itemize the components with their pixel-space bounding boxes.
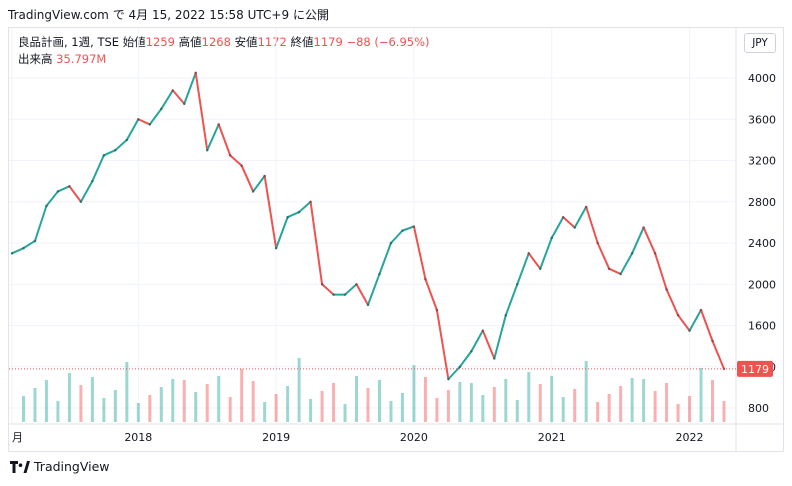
low-label: 安値 (234, 35, 258, 49)
chart-panel (8, 27, 784, 452)
publish-suffix: に公開 (292, 8, 329, 22)
open-label: 始値 (122, 35, 146, 49)
high-value: 1268 (201, 35, 231, 49)
volume-value: 35.797M (56, 52, 107, 66)
open-value: 1259 (145, 35, 175, 49)
publish-header: TradingView.com で 4月 15, 2022 15:58 UTC+… (8, 6, 329, 23)
ohlc-legend: 良品計画, 1週, TSE 始値1259 高値1268 安値1172 終値117… (18, 34, 430, 50)
volume-label: 出来高 (18, 52, 53, 66)
source-label: TradingView.com (8, 8, 109, 22)
close-value: 1179 (313, 35, 343, 49)
currency-button[interactable]: JPY (744, 33, 776, 53)
source-particle: で (112, 8, 125, 22)
footer-brand: TradingView (10, 459, 110, 474)
volume-legend: 出来高 35.797M (18, 51, 106, 67)
tradingview-logo-icon (10, 460, 30, 473)
high-label: 高値 (178, 35, 202, 49)
close-label: 終値 (290, 35, 314, 49)
change-value: −88 (−6.95%) (346, 35, 430, 49)
symbol-label: 良品計画, 1週, TSE (18, 35, 120, 49)
brand-label: TradingView (34, 459, 110, 474)
low-value: 1172 (257, 35, 287, 49)
publish-timestamp: 4月 15, 2022 15:58 UTC+9 (128, 8, 290, 22)
